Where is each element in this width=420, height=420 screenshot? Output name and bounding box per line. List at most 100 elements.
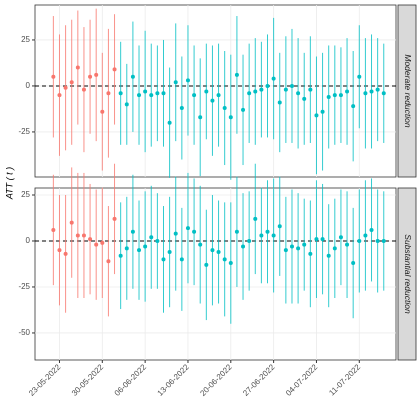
x-tick-label: 30-05-2022 — [70, 362, 106, 398]
point — [241, 107, 246, 112]
panel — [34, 4, 397, 178]
point — [332, 246, 337, 251]
y-tick-label: 0 — [26, 236, 31, 245]
point — [130, 74, 135, 79]
point — [302, 242, 307, 247]
point — [118, 91, 123, 96]
point — [216, 93, 221, 98]
point — [345, 242, 350, 247]
point — [69, 80, 74, 85]
x-tick-label: 20-06-2022 — [198, 362, 234, 398]
point — [277, 224, 282, 229]
point — [296, 246, 301, 251]
point — [57, 93, 62, 98]
point — [216, 250, 221, 255]
point — [345, 89, 350, 94]
point — [283, 248, 288, 253]
strip-label: Substantial reduction — [403, 234, 413, 314]
strip — [397, 4, 417, 178]
point — [247, 91, 252, 96]
point — [222, 257, 227, 262]
point — [124, 102, 129, 107]
point — [289, 244, 294, 249]
y-tick-label: -25 — [18, 127, 30, 136]
point — [253, 216, 258, 221]
point — [185, 226, 190, 231]
point — [228, 115, 233, 120]
point — [81, 87, 86, 92]
point — [143, 244, 148, 249]
point — [277, 100, 282, 105]
point — [81, 233, 86, 238]
panel — [34, 187, 397, 361]
point — [192, 229, 197, 234]
point — [124, 246, 129, 251]
point — [179, 106, 184, 111]
point — [326, 94, 331, 99]
point — [106, 259, 111, 264]
point — [265, 83, 270, 88]
x-tick-label: 04-07-2022 — [284, 362, 320, 398]
point — [88, 237, 93, 242]
point — [118, 253, 123, 258]
x-tick-label: 11-07-2022 — [327, 362, 362, 397]
point — [69, 220, 74, 225]
point — [167, 120, 172, 125]
x-tick-label: 06-06-2022 — [113, 362, 149, 398]
point — [363, 233, 368, 238]
point — [289, 83, 294, 88]
point — [100, 240, 105, 245]
point — [149, 93, 154, 98]
point — [314, 237, 319, 242]
point — [75, 233, 80, 238]
point — [234, 229, 239, 234]
point — [51, 74, 56, 79]
point — [228, 261, 233, 266]
point — [265, 229, 270, 234]
point — [234, 72, 239, 77]
point — [259, 233, 264, 238]
point — [167, 250, 172, 255]
point — [112, 67, 117, 72]
point — [185, 78, 190, 83]
point — [192, 93, 197, 98]
strip-label: Moderate reduction — [403, 54, 413, 128]
point — [155, 238, 160, 243]
x-tick-label: 23-05-2022 — [27, 362, 63, 398]
point — [320, 237, 325, 242]
point — [161, 257, 166, 262]
point — [332, 93, 337, 98]
point — [106, 91, 111, 96]
point — [94, 242, 99, 247]
point — [143, 89, 148, 94]
point — [161, 91, 166, 96]
point — [149, 235, 154, 240]
point — [173, 80, 178, 85]
point — [241, 244, 246, 249]
y-tick-label: -25 — [18, 282, 30, 291]
point — [314, 113, 319, 118]
point — [363, 91, 368, 96]
point — [369, 89, 374, 94]
point — [137, 248, 142, 253]
point — [259, 87, 264, 92]
point — [351, 104, 356, 109]
point — [204, 89, 209, 94]
point — [381, 238, 386, 243]
point — [381, 91, 386, 96]
point — [351, 261, 356, 266]
y-tick-label: -50 — [18, 328, 30, 337]
point — [100, 109, 105, 114]
x-tick-label: 13-06-2022 — [156, 362, 192, 398]
point — [308, 251, 313, 256]
x-tick-label: 27-06-2022 — [241, 362, 277, 398]
point — [94, 72, 99, 77]
y-axis-label: ATT ( t ) — [4, 167, 14, 200]
point — [179, 257, 184, 262]
point — [271, 233, 276, 238]
point — [357, 74, 362, 79]
point — [357, 238, 362, 243]
point — [63, 251, 68, 256]
point — [338, 235, 343, 240]
